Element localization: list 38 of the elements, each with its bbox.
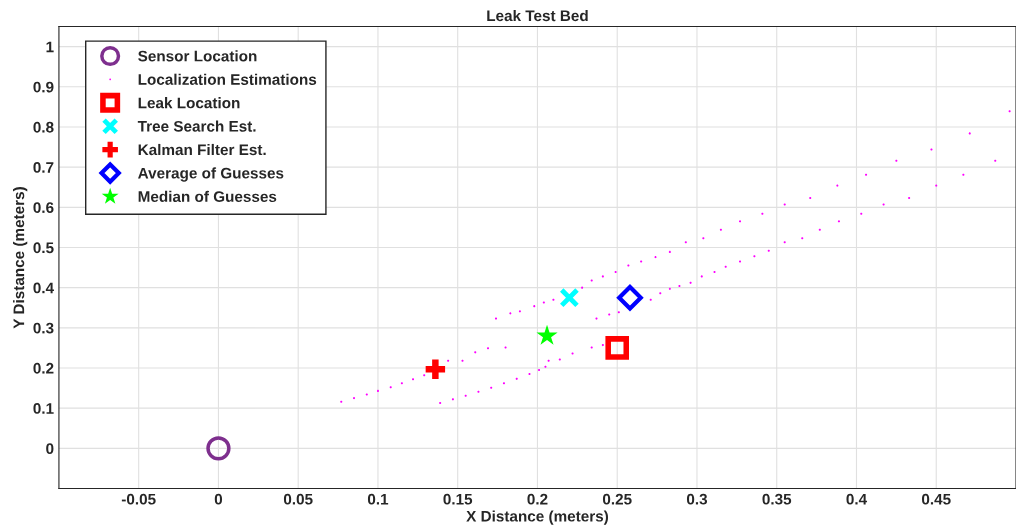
legend-label: Sensor Location <box>138 50 257 62</box>
point <box>617 284 643 311</box>
y-axis-title: Y Distance (meters) <box>13 187 28 329</box>
x-tick-label: 0.3 <box>686 493 708 505</box>
y-tick-label: 0.4 <box>33 282 54 294</box>
chart-title: Leak Test Bed <box>487 9 588 22</box>
x-tick-label: 0.4 <box>846 493 868 505</box>
legend-label: Leak Location <box>138 97 240 109</box>
legend-label: Median of Guesses <box>138 190 277 203</box>
legend-label: Kalman Filter Est. <box>138 143 266 156</box>
point <box>425 359 446 379</box>
y-tick-label: 0.8 <box>33 121 54 133</box>
y-tick-label: 0.9 <box>33 81 54 93</box>
x-tick-label: 0.45 <box>921 493 951 505</box>
point <box>206 436 231 461</box>
x-tick-label: 0.15 <box>443 493 473 505</box>
x-tick-label: -0.05 <box>121 493 156 505</box>
y-tick-label: 0.3 <box>33 322 54 334</box>
y-tick-label: 1 <box>46 41 54 53</box>
x-tick-label: 0.2 <box>527 493 548 505</box>
legend-label: Localization Estimations <box>138 73 317 85</box>
x-tick-label: 0.35 <box>762 493 792 505</box>
x-tick-label: 0.25 <box>602 493 632 505</box>
x-tick-label: 0.1 <box>367 493 389 505</box>
point <box>559 287 580 308</box>
y-tick-label: 0 <box>46 443 54 455</box>
x-tick-label: 0.05 <box>283 493 313 505</box>
y-tick-label: 0.6 <box>33 202 54 214</box>
legend-label: Average of Guesses <box>138 167 284 182</box>
y-tick-label: 0.5 <box>33 242 54 254</box>
y-tick-label: 0.2 <box>33 362 54 374</box>
x-axis-title: X Distance (meters) <box>466 510 609 525</box>
point <box>605 336 630 360</box>
y-tick-label: 0.7 <box>33 162 54 173</box>
legend-label: Tree Search Est. <box>137 120 256 132</box>
point <box>536 324 558 345</box>
x-tick-label: 0 <box>214 493 223 505</box>
y-tick-label: 0.1 <box>33 403 54 414</box>
